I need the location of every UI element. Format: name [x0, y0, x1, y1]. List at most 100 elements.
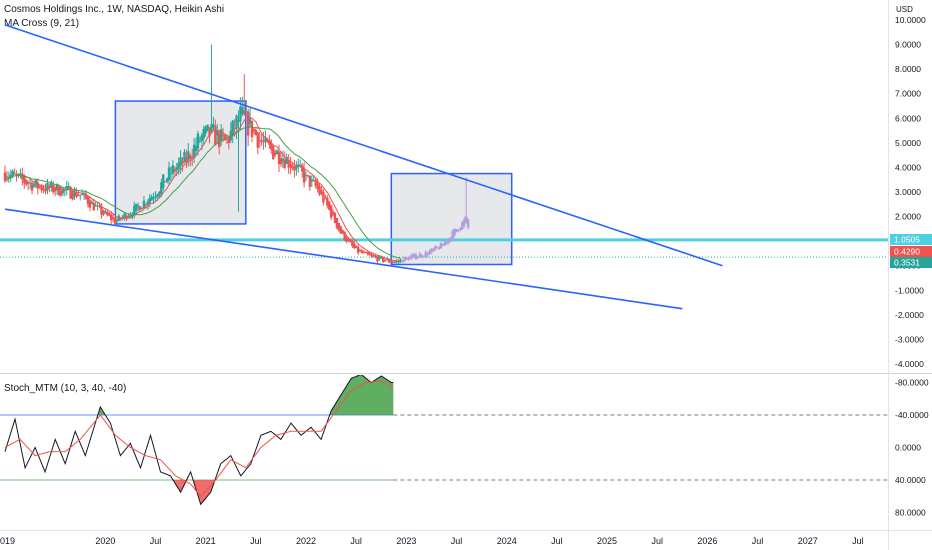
- candle-body: [183, 152, 186, 163]
- candle-body: [426, 254, 429, 256]
- candle-body: [40, 186, 43, 191]
- candle-body: [327, 201, 331, 210]
- candle-body: [59, 191, 63, 196]
- candle-body: [391, 261, 395, 263]
- candle-body: [320, 190, 323, 194]
- candle-body: [217, 132, 221, 148]
- candle-body: [268, 140, 271, 145]
- time-tick-label: 2025: [597, 536, 617, 546]
- candle-body: [169, 173, 173, 175]
- candle-body: [15, 173, 18, 176]
- candle-body: [401, 260, 404, 263]
- wedge-trendline-2: [4, 208, 683, 310]
- candle-body: [50, 182, 53, 188]
- candle-body: [275, 150, 279, 154]
- candle-body: [150, 196, 153, 201]
- candle-body: [233, 128, 236, 130]
- candle-body: [239, 106, 242, 122]
- candle-body: [351, 240, 354, 246]
- candle-body: [285, 157, 288, 164]
- candle-body: [73, 189, 76, 196]
- candle-body: [335, 218, 339, 228]
- candle-body: [148, 197, 151, 204]
- candle-body: [55, 183, 59, 190]
- candle-body: [382, 257, 385, 262]
- candle-body: [189, 155, 192, 160]
- candle-body: [281, 158, 285, 162]
- candle-body: [46, 182, 49, 191]
- candle-body: [9, 174, 12, 178]
- candle-body: [227, 137, 231, 144]
- candle-body: [140, 207, 144, 209]
- candle-body: [293, 166, 296, 171]
- price-label-value: 0.4290: [894, 247, 920, 257]
- candle-body: [254, 129, 258, 136]
- candle-body: [264, 137, 267, 142]
- candle-body: [362, 251, 366, 253]
- candle-body: [273, 152, 277, 156]
- candle-body: [204, 126, 207, 134]
- candle-body: [123, 213, 126, 218]
- price-label-value: 0.3531: [894, 258, 920, 268]
- candle-body: [154, 196, 157, 198]
- candle-body: [445, 241, 449, 244]
- candle-body: [133, 205, 136, 216]
- candle-body: [221, 134, 225, 136]
- consolidation-box-2: [390, 172, 513, 266]
- candle-body: [167, 167, 171, 181]
- price-tick-label: 4.0000: [895, 162, 921, 172]
- candle-body: [235, 115, 238, 129]
- candle-body: [331, 211, 335, 215]
- price-label-value: 1.0505: [894, 235, 920, 245]
- candle-body: [165, 178, 169, 182]
- candle-body: [432, 248, 435, 251]
- candle-body: [42, 188, 45, 190]
- candle-body: [422, 256, 425, 258]
- time-tick-label: 2022: [296, 536, 316, 546]
- candle-body: [113, 218, 117, 224]
- candle-body: [108, 213, 111, 216]
- candle-body: [181, 161, 184, 164]
- candle-body: [96, 205, 99, 207]
- candle-body: [92, 203, 95, 211]
- candle-body: [366, 252, 369, 255]
- candle-body: [387, 259, 391, 263]
- candle-body: [389, 261, 393, 263]
- candle-body: [61, 188, 65, 194]
- stoch-mtm-legend[interactable]: Stoch_MTM (10, 3, 40, -40): [4, 383, 127, 394]
- price-label-bg: [890, 257, 932, 268]
- time-tick-label: Jul: [150, 536, 162, 546]
- candle-body: [117, 215, 121, 221]
- osc-tick-label: -40.0000: [895, 410, 929, 420]
- candle-body: [13, 173, 16, 175]
- candle-body: [135, 203, 138, 211]
- candle-body: [283, 159, 286, 168]
- candle-body: [370, 254, 373, 256]
- candle-body: [219, 129, 223, 140]
- candle-body: [302, 168, 306, 183]
- ma-cross-legend[interactable]: MA Cross (9, 21): [4, 18, 80, 29]
- candle-body: [17, 174, 20, 176]
- price-tick-label: -4.0000: [895, 359, 924, 369]
- candle-body: [142, 200, 146, 209]
- candle-body: [326, 197, 329, 206]
- candle-body: [241, 106, 244, 114]
- candle-body: [94, 205, 97, 207]
- candle-body: [138, 206, 142, 211]
- candle-body: [90, 202, 94, 205]
- candle-body: [443, 241, 447, 246]
- time-tick-label: Jul: [551, 536, 563, 546]
- candle-body: [418, 253, 422, 257]
- candle-body: [378, 256, 381, 260]
- candle-body: [214, 126, 217, 145]
- candle-body: [256, 132, 259, 148]
- time-tick-label: Jul: [250, 536, 262, 546]
- candle-body: [102, 210, 105, 215]
- osc-tick-label: -80.0000: [895, 378, 929, 388]
- overbought-fill: [173, 480, 187, 493]
- ma-fast-line: [4, 116, 401, 263]
- candle-body: [100, 206, 103, 215]
- candle-body: [104, 211, 107, 213]
- candle-body: [75, 192, 78, 197]
